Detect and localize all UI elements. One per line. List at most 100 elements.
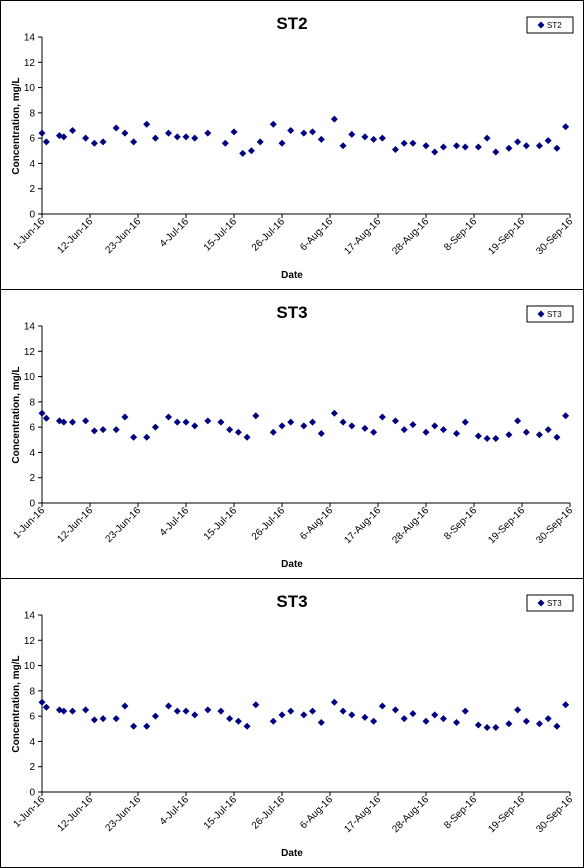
data-point xyxy=(370,428,378,436)
data-point xyxy=(370,717,378,725)
legend-marker xyxy=(537,310,545,318)
data-point xyxy=(69,418,77,426)
x-tick-label: 19-Sep-16 xyxy=(486,216,527,257)
data-point xyxy=(431,422,439,430)
data-point xyxy=(226,426,234,434)
data-point xyxy=(535,431,543,439)
data-point xyxy=(553,722,561,730)
y-tick-label: 12 xyxy=(24,636,36,647)
data-point xyxy=(151,423,159,431)
x-tick-label: 23-Jun-16 xyxy=(104,794,144,834)
y-tick-label: 2 xyxy=(29,473,35,484)
x-tick-label: 12-Jun-16 xyxy=(56,794,96,834)
data-point xyxy=(544,137,552,145)
data-point xyxy=(143,433,151,441)
data-point xyxy=(90,427,98,435)
data-point xyxy=(317,429,325,437)
data-point xyxy=(439,715,447,723)
y-tick-label: 12 xyxy=(24,58,36,69)
data-point xyxy=(234,428,242,436)
chart-panel-2: ST3 0 2 4 6 8 10 12 14 1-Jun-16 12-Jun-16 23-Jun-16… xyxy=(0,289,584,579)
data-point xyxy=(492,724,500,732)
data-point xyxy=(492,148,500,156)
data-point xyxy=(38,129,46,137)
chart-panel-1: ST2 0 2 4 6 8 10 12 14 1-Jun-16 12-Jun-16 23-Jun-16… xyxy=(0,0,584,290)
data-point xyxy=(453,142,461,150)
data-point xyxy=(243,433,251,441)
x-tick-label: 30-Sep-16 xyxy=(534,794,575,835)
data-point xyxy=(361,424,369,432)
legend-label: ST3 xyxy=(547,310,562,319)
data-point xyxy=(483,724,491,732)
data-point xyxy=(309,128,317,136)
data-point xyxy=(514,417,522,425)
data-point xyxy=(287,127,295,135)
data-point xyxy=(165,129,173,137)
data-point xyxy=(522,717,530,725)
data-point xyxy=(339,418,347,426)
x-axis-label: Date xyxy=(281,270,303,281)
data-point xyxy=(300,129,308,137)
data-point xyxy=(378,413,386,421)
y-tick-label: 14 xyxy=(24,322,36,333)
data-point xyxy=(422,428,430,436)
y-axis-label: Concentration, mg/L xyxy=(11,77,22,174)
y-tick-label: 14 xyxy=(24,611,36,622)
x-tick-label: 28-Aug-16 xyxy=(390,505,431,546)
data-point xyxy=(38,409,46,417)
x-tick-label: 6-Aug-16 xyxy=(298,216,335,253)
data-point xyxy=(422,717,430,725)
x-tick-label: 19-Sep-16 xyxy=(486,794,527,835)
y-tick-label: 2 xyxy=(29,184,35,195)
data-point xyxy=(247,147,255,155)
data-point xyxy=(60,418,68,426)
data-point xyxy=(252,412,260,420)
data-point xyxy=(461,707,469,715)
x-tick-label: 26-Jul-16 xyxy=(250,794,288,832)
data-point xyxy=(99,138,107,146)
data-point xyxy=(42,414,50,422)
y-tick-label: 6 xyxy=(29,712,35,723)
data-point xyxy=(348,130,356,138)
data-point xyxy=(505,431,513,439)
data-point xyxy=(121,702,129,710)
y-tick-label: 10 xyxy=(24,661,36,672)
x-tick-label: 15-Jul-16 xyxy=(202,216,240,254)
data-point xyxy=(69,707,77,715)
data-point xyxy=(330,115,338,123)
x-tick-label: 23-Jun-16 xyxy=(104,216,144,256)
x-tick-label: 8-Sep-16 xyxy=(442,216,479,253)
x-tick-label: 17-Aug-16 xyxy=(342,794,383,835)
legend-box xyxy=(526,594,574,612)
data-point xyxy=(130,138,138,146)
y-tick-label: 6 xyxy=(29,134,35,145)
x-tick-label: 4-Jul-16 xyxy=(158,794,192,828)
chart-svg: ST2 0 2 4 6 8 10 12 14 1-Jun-16 12-Jun-16 23-Jun-16… xyxy=(11,14,575,281)
data-point xyxy=(191,711,199,719)
data-point xyxy=(90,139,98,147)
data-point xyxy=(505,144,513,152)
data-point xyxy=(121,413,129,421)
data-point xyxy=(309,707,317,715)
data-point xyxy=(60,133,68,141)
x-tick-label: 17-Aug-16 xyxy=(342,505,383,546)
data-point xyxy=(378,702,386,710)
data-point xyxy=(182,707,190,715)
chart-title: ST3 xyxy=(276,592,307,611)
y-tick-label: 8 xyxy=(29,686,35,697)
data-point xyxy=(562,412,570,420)
data-point xyxy=(90,716,98,724)
data-point xyxy=(38,698,46,706)
data-point xyxy=(60,707,68,715)
y-tick-label: 0 xyxy=(29,499,35,510)
data-point xyxy=(361,133,369,141)
data-point xyxy=(42,703,50,711)
data-point xyxy=(544,715,552,723)
y-tick-label: 2 xyxy=(29,762,35,773)
legend-marker xyxy=(537,599,545,607)
data-point xyxy=(514,706,522,714)
data-point xyxy=(483,435,491,443)
y-tick-label: 0 xyxy=(29,210,35,221)
x-tick-label: 28-Aug-16 xyxy=(390,794,431,835)
data-point xyxy=(300,711,308,719)
